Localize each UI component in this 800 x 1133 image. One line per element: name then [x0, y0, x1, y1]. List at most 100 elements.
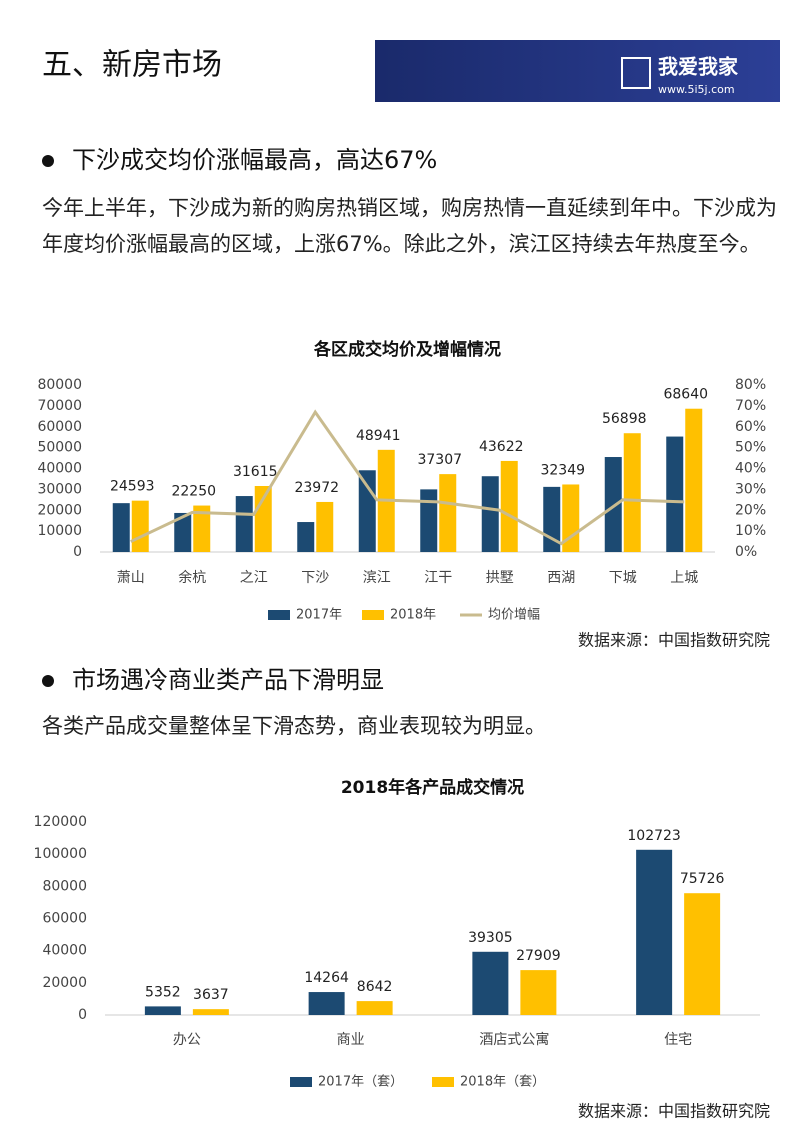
y-tick-label: 50000: [37, 440, 82, 456]
x-tick-label: 住宅: [664, 1032, 692, 1048]
bar: [316, 501, 334, 552]
y-tick-label: 60000: [42, 911, 87, 927]
x-tick-label: 滨江: [363, 570, 391, 586]
chart-title: 各区成交均价及增幅情况: [313, 339, 501, 360]
y2-tick-label: 80%: [735, 377, 766, 393]
data-label: 27909: [516, 948, 561, 964]
x-tick-label: 下沙: [301, 570, 329, 586]
y2-tick-label: 40%: [735, 461, 766, 477]
legend-swatch: [432, 1077, 454, 1087]
bar: [144, 1006, 181, 1015]
y-tick-label: 0: [73, 544, 82, 560]
bar: [481, 476, 499, 552]
x-tick-label: 下城: [609, 570, 637, 586]
bar: [174, 512, 192, 552]
data-label: 75726: [680, 871, 725, 887]
bar: [520, 970, 557, 1015]
bar: [235, 496, 253, 552]
x-tick-label: 江干: [424, 570, 452, 586]
data-label: 14264: [304, 970, 349, 986]
logo-icon: [621, 57, 651, 89]
logo-text: 我爱我家: [658, 55, 739, 79]
source-note: 数据来源：中国指数研究院: [578, 1102, 770, 1121]
x-tick-label: 上城: [670, 570, 698, 586]
y-tick-label: 80000: [37, 377, 82, 393]
data-label: 56898: [602, 411, 647, 427]
bar: [636, 849, 673, 1015]
y-tick-label: 20000: [37, 502, 82, 518]
data-label: 24593: [110, 479, 155, 495]
legend-swatch: [362, 610, 384, 620]
section-heading: 市场遇冷商业类产品下滑明显: [42, 660, 384, 695]
source-note: 数据来源：中国指数研究院: [578, 631, 770, 650]
page-title: 五、新房市场: [42, 48, 222, 83]
y-tick-label: 40000: [37, 461, 82, 477]
legend-swatch: [290, 1077, 312, 1087]
bar: [297, 522, 315, 552]
bar: [358, 470, 376, 552]
y-tick-label: 70000: [37, 398, 82, 414]
bar: [356, 1001, 393, 1015]
x-tick-label: 西湖: [547, 570, 575, 586]
y-tick-label: 0: [78, 1007, 87, 1023]
y2-tick-label: 10%: [735, 523, 766, 539]
data-label: 23972: [294, 480, 339, 496]
y-tick-label: 100000: [34, 846, 87, 862]
line: [130, 409, 685, 546]
bar: [684, 893, 721, 1015]
data-label: 43622: [479, 439, 524, 455]
data-label: 102723: [627, 828, 680, 844]
x-tick-label: 办公: [173, 1032, 201, 1048]
data-label: 5352: [145, 984, 181, 1000]
legend-swatch: [268, 610, 290, 620]
bar: [623, 433, 641, 552]
y-tick-label: 120000: [34, 814, 87, 830]
data-label: 3637: [193, 987, 229, 1003]
legend-label: 2017年: [296, 608, 342, 623]
chart-title: 2018年各产品成交情况: [341, 777, 524, 798]
y-tick-label: 60000: [37, 419, 82, 435]
y-tick-label: 20000: [42, 975, 87, 991]
paragraph: 各类产品成交量整体呈下滑态势，商业表现较为明显。: [42, 714, 546, 738]
y2-tick-label: 20%: [735, 502, 766, 518]
legend-label: 均价增幅: [488, 608, 540, 623]
logo-url: www.5i5j.com: [658, 83, 735, 96]
bar: [666, 436, 684, 552]
x-tick-label: 商业: [337, 1032, 365, 1048]
y2-tick-label: 50%: [735, 440, 766, 456]
y2-tick-label: 30%: [735, 481, 766, 497]
x-tick-label: 萧山: [117, 570, 145, 586]
bar: [439, 474, 457, 552]
y2-tick-label: 0%: [735, 544, 757, 560]
paragraph: 今年上半年，下沙成为新的购房热销区域，购房热情一直延续到年中。下沙成为年度均价涨…: [42, 196, 777, 256]
bar: [192, 1009, 229, 1015]
data-label: 68640: [663, 387, 708, 403]
data-label: 48941: [356, 428, 401, 444]
bar: [193, 505, 211, 552]
y-tick-label: 40000: [42, 943, 87, 959]
data-label: 37307: [417, 452, 462, 468]
bar: [420, 489, 438, 552]
data-label: 22250: [171, 484, 216, 500]
bar: [685, 408, 703, 552]
x-tick-label: 余杭: [178, 569, 206, 586]
data-label: 39305: [468, 930, 513, 946]
bar: [308, 992, 345, 1015]
y-tick-label: 30000: [37, 481, 82, 497]
y2-tick-label: 60%: [735, 419, 766, 435]
x-tick-label: 酒店式公寓: [479, 1031, 549, 1048]
data-label: 31615: [233, 464, 278, 480]
data-label: 32349: [540, 462, 585, 478]
legend-label: 2018年: [390, 608, 436, 623]
x-tick-label: 之江: [240, 570, 268, 586]
x-tick-label: 拱墅: [486, 570, 514, 586]
bar: [112, 503, 130, 552]
legend-label: 2017年（套）: [318, 1074, 403, 1090]
bar: [472, 951, 509, 1015]
bar: [131, 500, 149, 552]
bar: [500, 460, 518, 552]
legend-label: 2018年（套）: [460, 1074, 545, 1090]
bar: [254, 486, 272, 552]
